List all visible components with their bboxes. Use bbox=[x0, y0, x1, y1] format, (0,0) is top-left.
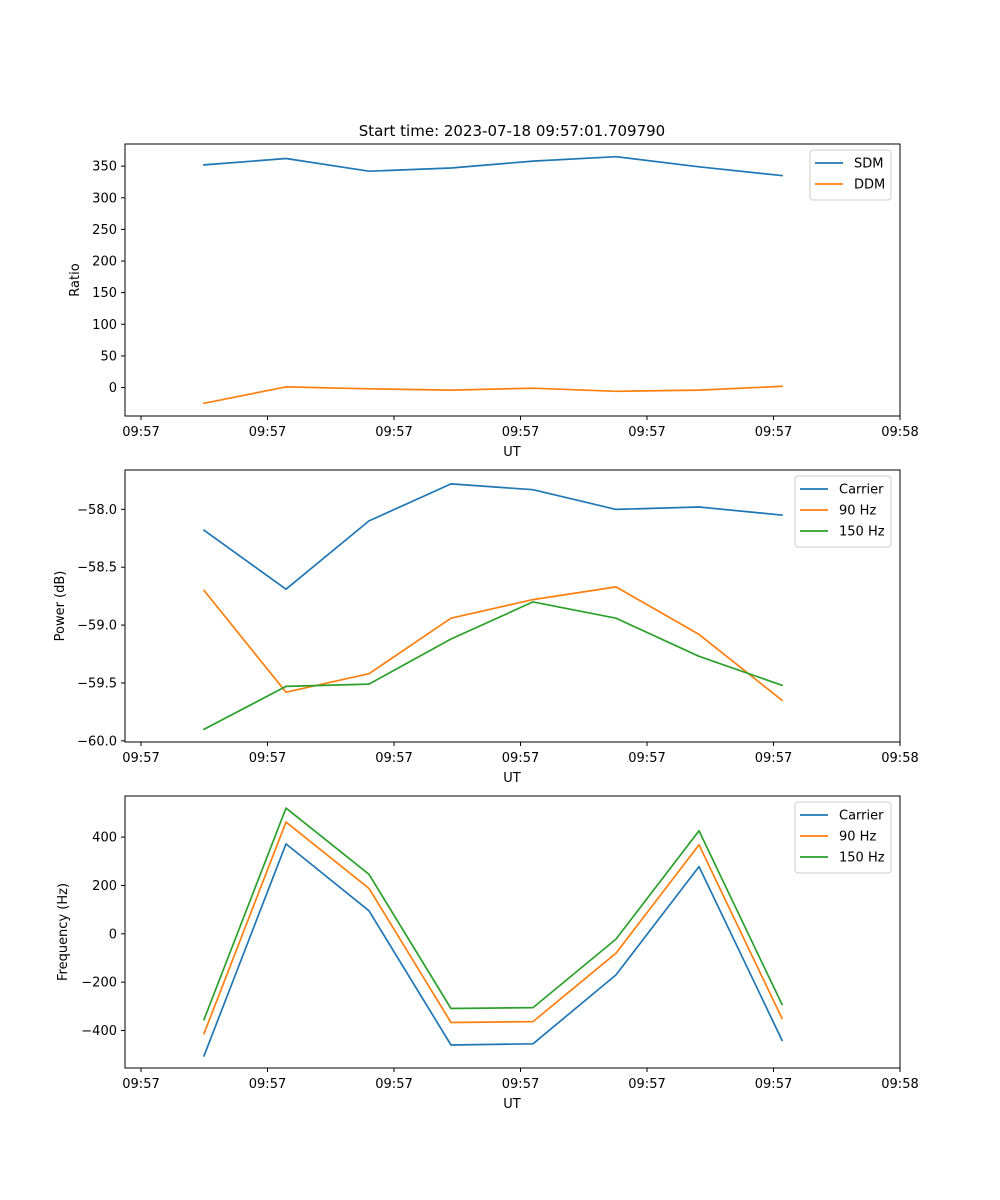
ratio-plot-content bbox=[202, 155, 783, 405]
frequency-y-axis-label: Frequency (Hz) bbox=[56, 883, 71, 981]
ratio-x-tick-label-0: 09:57 bbox=[122, 425, 159, 440]
frequency-legend-label-1: 90 Hz bbox=[839, 830, 876, 845]
power-legend-label-1: 90 Hz bbox=[839, 504, 876, 519]
power-legend: Carrier 90 Hz 150 Hz bbox=[794, 475, 892, 548]
ratio-y-tick-label-6: 300 bbox=[92, 191, 117, 206]
frequency-x-axis-label: UT bbox=[503, 1097, 521, 1112]
power-y-tick-label-0: −60.0 bbox=[77, 734, 117, 749]
ratio-y-tick-label-2: 100 bbox=[92, 318, 117, 333]
panel-frequency: UT Frequency (Hz) Carrier 90 Hz 150 Hz −40… bbox=[56, 795, 919, 1112]
frequency-x-tick-label-2: 09:57 bbox=[375, 1077, 412, 1092]
frequency-x-tick-label-1: 09:57 bbox=[249, 1077, 286, 1092]
ratio-legend: SDM DDM bbox=[809, 149, 892, 201]
power-series-150-hz-line bbox=[202, 601, 784, 731]
ratio-x-tick-label-5: 09:57 bbox=[755, 425, 792, 440]
ratio-x-tick-label-6: 09:58 bbox=[881, 425, 918, 440]
panel-ratio: UT Ratio SDM DDM 0 50 100 150 200 250 300 350 09:… bbox=[68, 143, 919, 460]
chart-title: Start time: 2023-07-18 09:57:01.709790 bbox=[359, 122, 665, 140]
frequency-legend: Carrier 90 Hz 150 Hz bbox=[794, 801, 892, 874]
ratio-y-tick-label-3: 150 bbox=[92, 286, 117, 301]
power-x-axis-label: UT bbox=[503, 771, 521, 786]
power-legend-label-2: 150 Hz bbox=[839, 525, 885, 540]
ratio-y-tick-label-0: 0 bbox=[109, 381, 117, 396]
power-x-tick-label-5: 09:57 bbox=[755, 751, 792, 766]
frequency-x-tick-label-3: 09:57 bbox=[502, 1077, 539, 1092]
ratio-y-tick-label-7: 350 bbox=[92, 160, 117, 175]
frequency-y-tick-label-0: −400 bbox=[81, 1024, 117, 1039]
power-legend-box bbox=[794, 475, 892, 548]
power-x-tick-label-1: 09:57 bbox=[249, 751, 286, 766]
ratio-y-tick-label-4: 200 bbox=[92, 255, 117, 270]
frequency-y-tick-label-3: 200 bbox=[92, 879, 117, 894]
ratio-legend-label-1: DDM bbox=[854, 178, 885, 193]
power-y-tick-label-2: −59.0 bbox=[77, 619, 117, 634]
frequency-legend-label-2: 150 Hz bbox=[839, 851, 885, 866]
power-series-90-hz-line bbox=[202, 586, 784, 702]
power-x-tick-label-6: 09:58 bbox=[881, 751, 918, 766]
frequency-x-tick-label-4: 09:57 bbox=[628, 1077, 665, 1092]
power-axes-frame bbox=[124, 469, 901, 743]
power-x-tick-label-3: 09:57 bbox=[502, 751, 539, 766]
ratio-series-ddm-line bbox=[202, 385, 783, 405]
power-x-tick-label-0: 09:57 bbox=[122, 751, 159, 766]
frequency-y-tick-label-1: −200 bbox=[81, 976, 117, 991]
ratio-x-tick-label-4: 09:57 bbox=[628, 425, 665, 440]
ratio-series-sdm-line bbox=[203, 155, 783, 177]
frequency-x-tick-label-6: 09:58 bbox=[881, 1077, 918, 1092]
frequency-series-carrier-line bbox=[202, 843, 784, 1057]
ratio-axes-frame bbox=[124, 143, 901, 417]
power-y-tick-label-1: −59.5 bbox=[77, 676, 117, 691]
ratio-x-axis-label: UT bbox=[503, 445, 521, 460]
power-x-tick-label-2: 09:57 bbox=[375, 751, 412, 766]
frequency-y-tick-label-4: 400 bbox=[92, 831, 117, 846]
ratio-legend-label-0: SDM bbox=[854, 157, 883, 172]
ratio-y-tick-label-1: 50 bbox=[100, 349, 117, 364]
ratio-x-tick-label-2: 09:57 bbox=[375, 425, 412, 440]
power-y-axis-label: Power (dB) bbox=[53, 571, 68, 642]
power-legend-label-0: Carrier bbox=[839, 483, 884, 498]
panel-power: UT Power (dB) Carrier 90 Hz 150 Hz −60.0 −5… bbox=[53, 469, 919, 786]
power-series-carrier-line bbox=[202, 483, 783, 591]
ratio-x-tick-label-1: 09:57 bbox=[249, 425, 286, 440]
power-y-tick-label-4: −58.0 bbox=[77, 503, 117, 518]
frequency-legend-box bbox=[794, 801, 892, 874]
frequency-legend-label-0: Carrier bbox=[839, 809, 884, 824]
power-x-tick-label-4: 09:57 bbox=[628, 751, 665, 766]
frequency-x-tick-label-5: 09:57 bbox=[755, 1077, 792, 1092]
frequency-plot-content bbox=[202, 807, 784, 1057]
frequency-y-tick-label-2: 0 bbox=[109, 927, 117, 942]
frequency-series-90-hz-line bbox=[202, 821, 784, 1035]
frequency-axes-frame bbox=[124, 795, 901, 1069]
ratio-x-tick-label-3: 09:57 bbox=[502, 425, 539, 440]
power-plot-content bbox=[202, 483, 784, 731]
frequency-x-tick-label-0: 09:57 bbox=[122, 1077, 159, 1092]
ratio-y-axis-label: Ratio bbox=[68, 263, 83, 296]
power-y-tick-label-3: −58.5 bbox=[77, 561, 117, 576]
ratio-y-tick-label-5: 250 bbox=[92, 223, 117, 238]
frequency-series-150-hz-line bbox=[202, 807, 784, 1021]
